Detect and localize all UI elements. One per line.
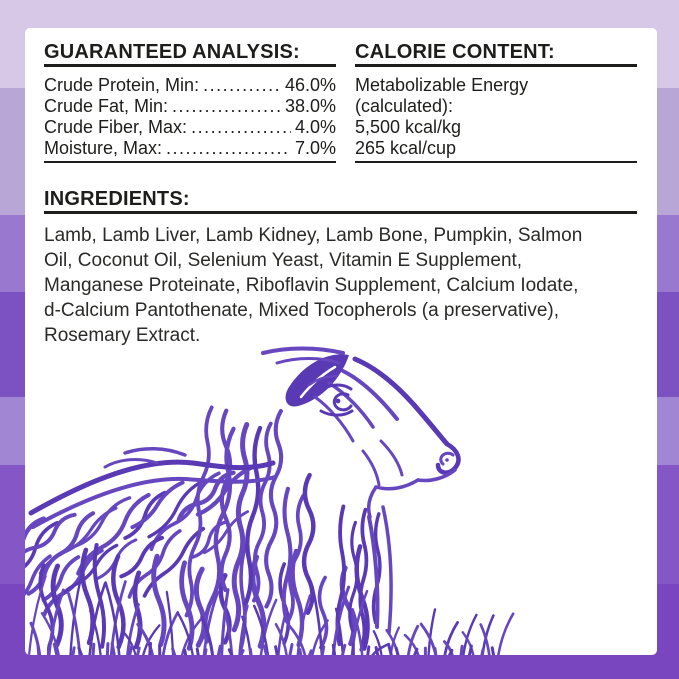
ingredients-text: Lamb, Lamb Liver, Lamb Kidney, Lamb Bone… [44, 223, 637, 348]
guaranteed-analysis-title: GUARANTEED ANALYSIS: [44, 42, 336, 67]
analysis-row-value: 46.0% [284, 75, 336, 95]
analysis-row: Crude Fat, Min: 38.0% [44, 96, 336, 117]
ingredients-line: d-Calcium Pantothenate, Mixed Tocopherol… [44, 300, 560, 321]
calorie-content-lines: Metabolizable Energy (calculated): 5,500… [355, 75, 637, 159]
guaranteed-analysis-rows: Crude Protein, Min: 46.0% Crude Fat, Min… [44, 75, 336, 159]
dot-leader [203, 75, 281, 96]
analysis-row: Moisture, Max: 7.0% [44, 138, 336, 159]
analysis-columns: GUARANTEED ANALYSIS: Crude Protein, Min:… [25, 28, 657, 163]
dot-leader [166, 138, 291, 159]
analysis-row-value: 4.0% [294, 117, 336, 137]
ingredients-title: INGREDIENTS: [44, 189, 637, 214]
analysis-row-label: Crude Fat, Min: [44, 96, 169, 116]
calorie-line: 265 kcal/cup [355, 138, 457, 158]
analysis-row-label: Crude Protein, Min: [44, 75, 200, 95]
dot-leader [172, 96, 281, 117]
calorie-line: 5,500 kcal/kg [355, 117, 462, 137]
calorie-content-section: CALORIE CONTENT: Metabolizable Energy (c… [355, 42, 637, 163]
calorie-line: Metabolizable Energy [355, 75, 529, 95]
analysis-row-label: Moisture, Max: [44, 138, 163, 158]
analysis-row: Crude Protein, Min: 46.0% [44, 75, 336, 96]
lamb-illustration [25, 346, 515, 655]
calorie-content-title: CALORIE CONTENT: [355, 42, 637, 67]
dot-leader [191, 117, 291, 138]
ingredients-section: INGREDIENTS: Lamb, Lamb Liver, Lamb Kidn… [44, 189, 637, 348]
product-label-card: GUARANTEED ANALYSIS: Crude Protein, Min:… [25, 28, 657, 655]
ingredients-line: Rosemary Extract. [44, 325, 201, 346]
ingredients-line: Lamb, Lamb Liver, Lamb Kidney, Lamb Bone… [44, 225, 583, 246]
ingredients-line: Manganese Proteinate, Riboflavin Supplem… [44, 275, 579, 296]
analysis-row-value: 7.0% [294, 138, 336, 158]
ingredients-line: Oil, Coconut Oil, Selenium Yeast, Vitami… [44, 250, 523, 271]
guaranteed-analysis-section: GUARANTEED ANALYSIS: Crude Protein, Min:… [44, 42, 336, 163]
analysis-row: Crude Fiber, Max: 4.0% [44, 117, 336, 138]
analysis-row-value: 38.0% [284, 96, 336, 116]
analysis-row-label: Crude Fiber, Max: [44, 117, 188, 137]
calorie-line: (calculated): [355, 96, 454, 116]
